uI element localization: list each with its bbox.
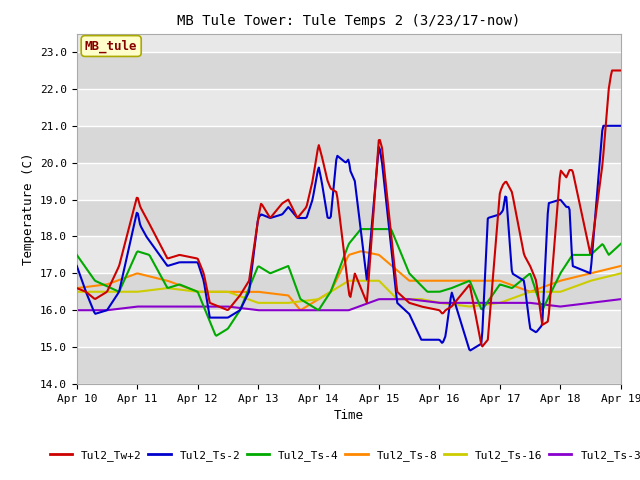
- Text: MB_tule: MB_tule: [85, 39, 138, 53]
- Title: MB Tule Tower: Tule Temps 2 (3/23/17-now): MB Tule Tower: Tule Temps 2 (3/23/17-now…: [177, 14, 520, 28]
- Bar: [77, 237, 621, 273]
- Bar: [77, 347, 621, 384]
- Bar: [77, 273, 621, 310]
- Bar: [77, 163, 621, 200]
- X-axis label: Time: Time: [334, 409, 364, 422]
- Bar: [77, 89, 621, 126]
- Bar: [77, 126, 621, 163]
- Bar: [77, 52, 621, 89]
- Bar: [77, 200, 621, 237]
- Bar: [77, 310, 621, 347]
- Legend: Tul2_Tw+2, Tul2_Ts-2, Tul2_Ts-4, Tul2_Ts-8, Tul2_Ts-16, Tul2_Ts-32: Tul2_Tw+2, Tul2_Ts-2, Tul2_Ts-4, Tul2_Ts…: [45, 445, 640, 466]
- Y-axis label: Temperature (C): Temperature (C): [22, 153, 35, 265]
